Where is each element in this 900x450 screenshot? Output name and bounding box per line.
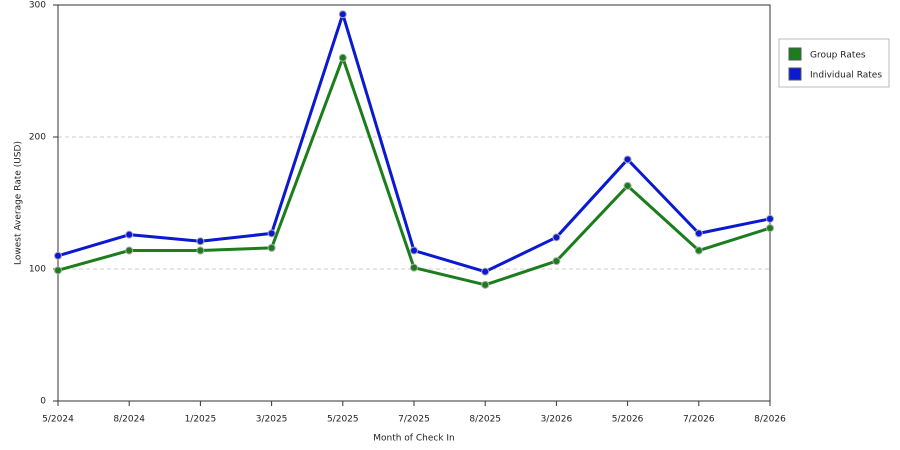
- x-tick-label: 8/2025: [469, 415, 501, 425]
- data-point: [338, 53, 347, 62]
- x-tick-label: 8/2024: [113, 415, 145, 425]
- data-point: [196, 246, 205, 255]
- data-point: [196, 237, 205, 246]
- plot-frame: [57, 4, 771, 402]
- x-tick-label: 7/2025: [398, 415, 430, 425]
- data-point: [552, 257, 561, 266]
- x-tick-label: 3/2025: [256, 415, 288, 425]
- data-point: [54, 251, 62, 260]
- x-tick-label: 5/2025: [327, 415, 359, 425]
- y-tick-label: 200: [29, 133, 46, 143]
- x-tick-label: 7/2026: [683, 415, 715, 425]
- data-point: [766, 214, 774, 223]
- data-point: [338, 10, 347, 19]
- data-point: [623, 155, 632, 164]
- data-point: [481, 267, 490, 276]
- data-point: [125, 246, 134, 255]
- data-point: [694, 229, 703, 238]
- legend-label: Individual Rates: [810, 71, 882, 81]
- legend-label: Group Rates: [810, 51, 866, 61]
- y-axis-label: Lowest Average Rate (USD): [14, 141, 24, 265]
- data-point: [694, 246, 703, 255]
- x-tick-label: 8/2026: [754, 415, 786, 425]
- x-axis-label: Month of Check In: [373, 434, 455, 444]
- y-tick-label: 100: [29, 265, 46, 275]
- y-tick-label: 300: [29, 1, 46, 11]
- data-point: [410, 263, 418, 272]
- data-point: [481, 280, 490, 289]
- y-tick-label: 0: [40, 397, 46, 407]
- data-point: [54, 266, 62, 275]
- data-point: [766, 224, 774, 233]
- data-point: [125, 230, 134, 239]
- legend-swatch: [788, 47, 802, 61]
- data-point: [410, 246, 418, 255]
- series-line: [57, 12, 771, 274]
- data-point: [623, 181, 632, 190]
- data-point: [552, 233, 561, 242]
- legend-swatch: [788, 67, 802, 81]
- x-tick-label: 1/2025: [185, 415, 217, 425]
- x-tick-label: 5/2026: [612, 415, 644, 425]
- x-tick-label: 5/2024: [42, 415, 74, 425]
- x-tick-label: 3/2026: [541, 415, 573, 425]
- data-point: [267, 243, 276, 252]
- data-point: [267, 229, 276, 238]
